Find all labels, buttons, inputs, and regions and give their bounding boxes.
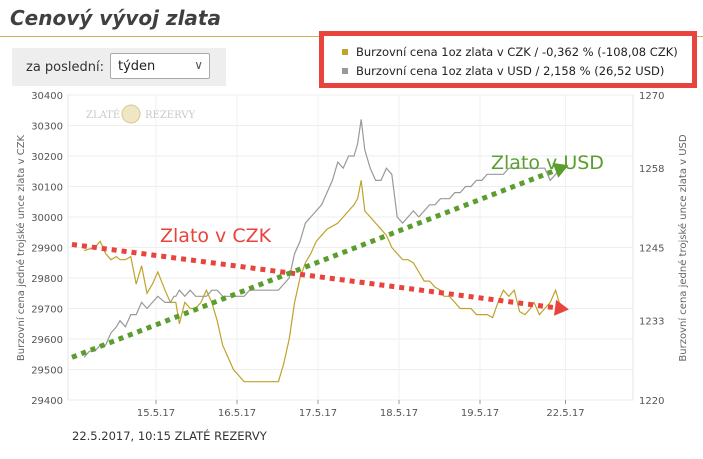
legend-label-czk: Burzovní cena 1oz zlata v CZK / -0,362 %… bbox=[356, 45, 678, 59]
period-select-value: týden bbox=[118, 59, 156, 74]
x-tick-label: 22.5.17 bbox=[546, 408, 584, 419]
y-left-tick-label: 29800 bbox=[31, 274, 63, 285]
legend-swatch-czk bbox=[342, 49, 348, 55]
period-filter: za poslední: týden ∨ bbox=[12, 48, 226, 86]
legend: Burzovní cena 1oz zlata v CZK / -0,362 %… bbox=[319, 31, 697, 88]
watermark: ZLATÉ REZERVY bbox=[86, 104, 195, 124]
period-select[interactable]: týden ∨ bbox=[110, 53, 210, 79]
y-left-tick-label: 30100 bbox=[31, 183, 63, 194]
annotation-usd: Zlato v USD bbox=[491, 152, 604, 174]
chart-footer: 22.5.2017, 10:15 ZLATÉ REZERVY bbox=[72, 429, 267, 443]
trend-arrowhead-usd bbox=[552, 162, 569, 178]
page-title: Cenový vývoj zlata bbox=[10, 6, 221, 30]
legend-item-usd[interactable]: Burzovní cena 1oz zlata v USD / 2,158 % … bbox=[342, 64, 665, 78]
legend-item-czk[interactable]: Burzovní cena 1oz zlata v CZK / -0,362 %… bbox=[342, 45, 678, 59]
chevron-down-icon: ∨ bbox=[194, 58, 203, 72]
y-right-tick-label: 1258 bbox=[639, 164, 664, 175]
legend-swatch-usd bbox=[342, 68, 348, 74]
trend-arrowhead-czk bbox=[554, 299, 569, 316]
series-line-usd bbox=[83, 119, 562, 358]
watermark-right: REZERVY bbox=[145, 110, 195, 121]
y-right-tick-label: 1245 bbox=[639, 244, 664, 255]
x-tick-label: 18.5.17 bbox=[380, 408, 418, 419]
trend-arrow-usd bbox=[71, 165, 562, 360]
y-left-tick-label: 29600 bbox=[31, 335, 63, 346]
legend-label-usd: Burzovní cena 1oz zlata v USD / 2,158 % … bbox=[356, 64, 665, 78]
y-left-tick-label: 29500 bbox=[31, 366, 63, 377]
y-left-ticks: 30400 30300 30200 30100 30000 29900 29800 29700… bbox=[31, 91, 63, 407]
y-right-tick-label: 1270 bbox=[639, 91, 664, 102]
y-left-tick-label: 29700 bbox=[31, 305, 63, 316]
period-label: za poslední: bbox=[26, 60, 104, 75]
y-left-axis-label: Burzovní cena jedné trojské unce zlata v… bbox=[15, 134, 27, 361]
y-left-tick-label: 29900 bbox=[31, 244, 63, 255]
y-right-ticks: 1270 1258 1245 1233 1220 bbox=[639, 91, 664, 407]
series-line-czk bbox=[83, 180, 562, 383]
y-right-tick-label: 1233 bbox=[639, 317, 664, 328]
y-right-tick-label: 1220 bbox=[639, 396, 664, 407]
y-left-tick-label: 29400 bbox=[31, 396, 63, 407]
x-tick-label: 15.5.17 bbox=[137, 408, 175, 419]
x-tick-label: 16.5.17 bbox=[218, 408, 256, 419]
watermark-logo bbox=[121, 104, 141, 124]
trend-arrow-czk bbox=[71, 241, 562, 311]
y-left-tick-label: 30300 bbox=[31, 122, 63, 133]
y-left-tick-label: 30000 bbox=[31, 213, 63, 224]
x-tick-label: 19.5.17 bbox=[461, 408, 499, 419]
x-tick-label: 17.5.17 bbox=[299, 408, 337, 419]
y-right-axis-label: Burzovní cena jedné trojské unce zlata v… bbox=[677, 134, 689, 361]
y-left-tick-label: 30400 bbox=[31, 91, 63, 102]
x-ticks: 15.5.17 16.5.17 17.5.17 18.5.17 19.5.17 22.5.… bbox=[137, 400, 585, 419]
annotation-czk: Zlato v CZK bbox=[160, 225, 272, 247]
y-left-tick-label: 30200 bbox=[31, 152, 63, 163]
watermark-left: ZLATÉ bbox=[86, 109, 120, 121]
